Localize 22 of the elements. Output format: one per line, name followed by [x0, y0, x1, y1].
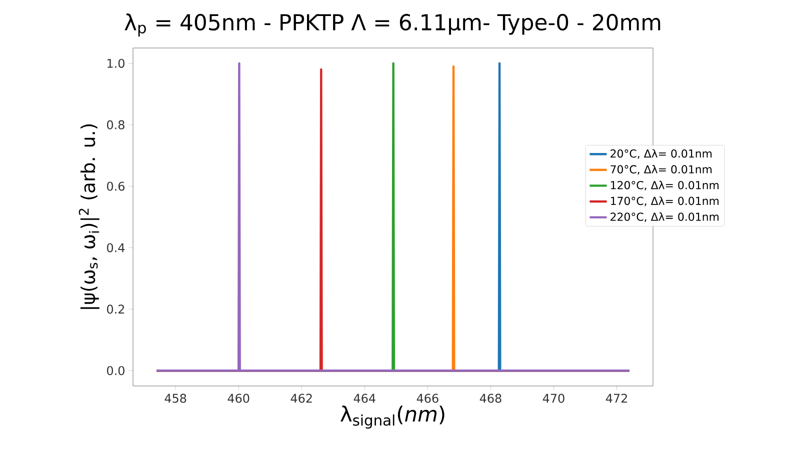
x-tick-label: 462	[290, 394, 312, 403]
legend-label: 220°C, Δλ= 0.01nm	[610, 212, 719, 222]
y-tick-label: 0.8	[107, 120, 124, 130]
y-axis-title: |ψ(ω$_{s}$, ω$_{i}$)|$^{2}$ (arb. u.)	[78, 124, 100, 309]
legend-label: 70°C, Δλ= 0.01nm	[610, 164, 712, 175]
x-tick-label: 468	[480, 394, 502, 403]
x-tick-label: 466	[416, 394, 438, 403]
y-tick-label: 0.6	[107, 182, 124, 191]
x-tick-label: 464	[354, 394, 376, 403]
x-axis-title: λ$_{signal}$(nm)	[340, 406, 444, 429]
x-tick-label: 460	[228, 394, 250, 403]
y-tick-label: 0.4	[107, 243, 125, 252]
y-tick-label: 0.0	[107, 366, 124, 376]
x-tick-label: 470	[542, 394, 564, 403]
x-tick-label: 472	[606, 394, 627, 403]
chart-title: λ$_{p}$ = 405nm - PPKTP Λ = 6.11μm- Type-0 - 20mm	[124, 14, 660, 36]
y-tick-label: 0.2	[107, 304, 124, 314]
x-tick-label: 458	[164, 394, 186, 403]
legend-label: 20°C, Δλ= 0.01nm	[610, 149, 712, 159]
legend-label: 170°C, Δλ= 0.01nm	[611, 196, 719, 206]
legend-label: 120°C, Δλ= 0.01nm	[611, 180, 719, 190]
y-tick-label: 1.0	[108, 58, 124, 68]
